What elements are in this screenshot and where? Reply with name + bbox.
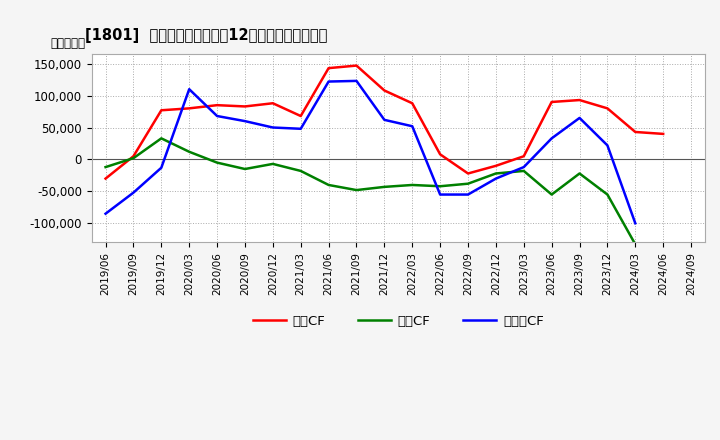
Y-axis label: （百万円）: （百万円） [50, 37, 86, 50]
投資CF [129, 155, 138, 161]
営業CF [269, 101, 277, 106]
フリーCF [380, 117, 389, 122]
フリーCF [547, 136, 556, 141]
投資CF [157, 136, 166, 141]
投資CF [575, 171, 584, 176]
営業CF [297, 114, 305, 119]
投資CF [185, 149, 194, 154]
営業CF [547, 99, 556, 105]
営業CF [185, 106, 194, 111]
投資CF [603, 192, 612, 197]
投資CF [297, 168, 305, 173]
フリーCF [436, 192, 444, 197]
フリーCF [631, 220, 639, 226]
フリーCF [519, 165, 528, 170]
フリーCF [324, 79, 333, 84]
Line: 営業CF: 営業CF [106, 66, 663, 179]
営業CF [324, 66, 333, 71]
営業CF [240, 104, 249, 109]
投資CF [631, 242, 639, 247]
営業CF [464, 171, 472, 176]
営業CF [631, 129, 639, 135]
Text: [1801]  キャッシュフローの12か月移動合計の推移: [1801] キャッシュフローの12か月移動合計の推移 [86, 28, 328, 43]
Line: フリーCF: フリーCF [106, 81, 635, 223]
営業CF [408, 101, 417, 106]
営業CF [575, 97, 584, 103]
投資CF [547, 192, 556, 197]
営業CF [157, 108, 166, 113]
投資CF [240, 166, 249, 172]
フリーCF [492, 176, 500, 181]
営業CF [380, 88, 389, 93]
営業CF [352, 63, 361, 68]
営業CF [436, 152, 444, 157]
投資CF [380, 184, 389, 190]
フリーCF [408, 124, 417, 129]
Legend: 営業CF, 投資CF, フリーCF: 営業CF, 投資CF, フリーCF [248, 309, 549, 333]
フリーCF [464, 192, 472, 197]
フリーCF [102, 211, 110, 216]
Line: 投資CF: 投資CF [106, 138, 635, 244]
営業CF [213, 103, 222, 108]
フリーCF [213, 114, 222, 119]
投資CF [102, 165, 110, 170]
フリーCF [575, 115, 584, 121]
投資CF [213, 160, 222, 165]
営業CF [519, 154, 528, 159]
投資CF [519, 168, 528, 173]
フリーCF [269, 125, 277, 130]
投資CF [436, 183, 444, 189]
フリーCF [240, 118, 249, 124]
営業CF [603, 106, 612, 111]
営業CF [129, 154, 138, 159]
営業CF [659, 131, 667, 136]
フリーCF [297, 126, 305, 132]
投資CF [408, 182, 417, 187]
フリーCF [603, 143, 612, 148]
投資CF [492, 171, 500, 176]
フリーCF [185, 87, 194, 92]
フリーCF [352, 78, 361, 84]
投資CF [352, 187, 361, 193]
フリーCF [157, 165, 166, 170]
投資CF [324, 182, 333, 187]
フリーCF [129, 190, 138, 195]
投資CF [464, 181, 472, 186]
投資CF [269, 161, 277, 167]
営業CF [102, 176, 110, 181]
営業CF [492, 163, 500, 169]
